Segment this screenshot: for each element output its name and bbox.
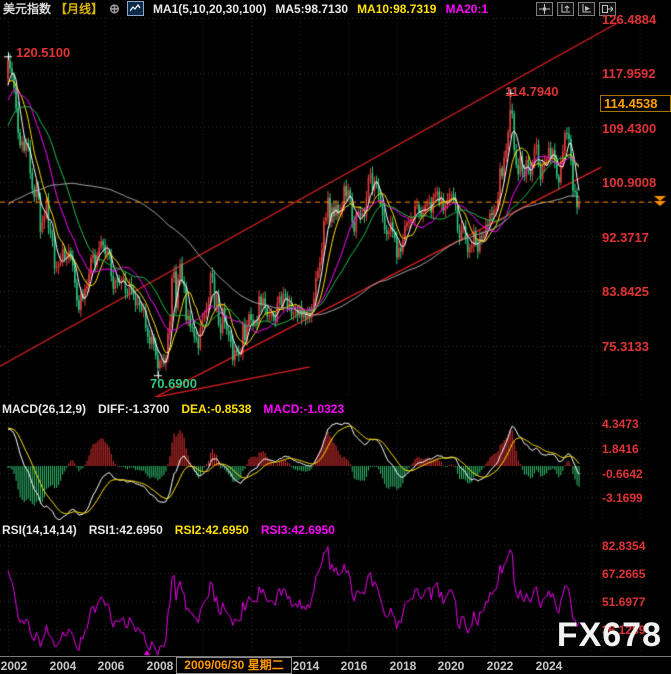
macd-diff-value: DIFF:-1.3700: [98, 402, 170, 416]
year-label: 2016: [340, 659, 368, 673]
year-label: 2018: [389, 659, 417, 673]
year-label: 2020: [437, 659, 465, 673]
crosshair-date-readout: 2009/06/30 星期二: [176, 657, 292, 674]
macd-tick: 1.8416: [602, 442, 639, 456]
macd-tick: -0.6642: [602, 467, 643, 481]
chart-type-icon[interactable]: [126, 1, 144, 16]
shift-right-icon[interactable]: [599, 2, 616, 16]
year-label: 2008: [146, 659, 174, 673]
macd-header: MACD(26,12,9) DIFF:-1.3700 DEA:-0.8538 M…: [2, 402, 344, 416]
ma20-value: MA20:1: [445, 1, 489, 16]
rsi-title: RSI(14,14,14): [2, 523, 77, 537]
historic-low-label: 70.6900: [150, 376, 197, 391]
pan-tool-icon[interactable]: [536, 2, 553, 16]
rsi-tick: 51.6977: [602, 595, 646, 609]
price-tick: 92.3717: [602, 230, 649, 245]
price-tick: 109.4300: [602, 121, 657, 136]
go-to-latest-icon[interactable]: [578, 2, 595, 16]
recent-high-label: 114.7940: [505, 84, 559, 99]
year-label: 2014: [292, 659, 320, 673]
price-tick: 117.9592: [602, 66, 656, 81]
ma10-value: MA10:98.7319: [357, 1, 437, 16]
price-tick: 100.9008: [602, 175, 657, 190]
chart-toolbar: [536, 2, 616, 16]
time-axis-bar[interactable]: [0, 656, 671, 674]
historic-high-label: 120.5100: [16, 45, 71, 60]
ma-settings-label: MA1(5,10,20,30,100): [152, 1, 267, 16]
rsi-tick: 82.8354: [602, 539, 646, 553]
chart-header: 美元指数 【月线】 ⊕ MA1(5,10,20,30,100) MA5:98.7…: [0, 0, 671, 17]
watermark: FX678: [556, 616, 662, 654]
rsi-header: RSI(14,14,14) RSI1:42.6950 RSI2:42.6950 …: [2, 523, 335, 537]
rsi1-value: RSI1:42.6950: [88, 523, 163, 537]
rsi2-value: RSI2:42.6950: [174, 523, 249, 537]
macd-tick: -3.1699: [602, 491, 643, 505]
year-label: 2002: [0, 659, 28, 673]
crosshair-price-readout: 114.4538: [600, 95, 671, 112]
symbol-name: 美元指数: [3, 2, 52, 16]
price-tick: 126.4884: [602, 12, 657, 27]
rsi-tick: 36.1289: [602, 623, 646, 637]
price-tick: 75.3133: [602, 339, 649, 354]
year-label: 2022: [486, 659, 514, 673]
ma5-value: MA5:98.7130: [275, 1, 349, 16]
y-axis-scale-icon[interactable]: [557, 2, 574, 16]
year-label: 2004: [49, 659, 77, 673]
rsi-tick: 67.2665: [602, 567, 646, 581]
add-indicator-icon[interactable]: ⊕: [109, 0, 120, 16]
macd-value: MACD:-1.0323: [263, 402, 345, 416]
year-label: 2006: [97, 659, 125, 673]
price-tick: 83.8425: [602, 284, 649, 299]
rsi3-value: RSI3:42.6950: [260, 523, 335, 537]
period-selector[interactable]: 【月线】: [55, 2, 104, 16]
macd-dea-value: DEA:-0.8538: [181, 402, 252, 416]
year-label: 2024: [535, 659, 563, 673]
macd-title: MACD(26,12,9): [2, 402, 87, 416]
macd-tick: 4.3473: [602, 417, 639, 431]
